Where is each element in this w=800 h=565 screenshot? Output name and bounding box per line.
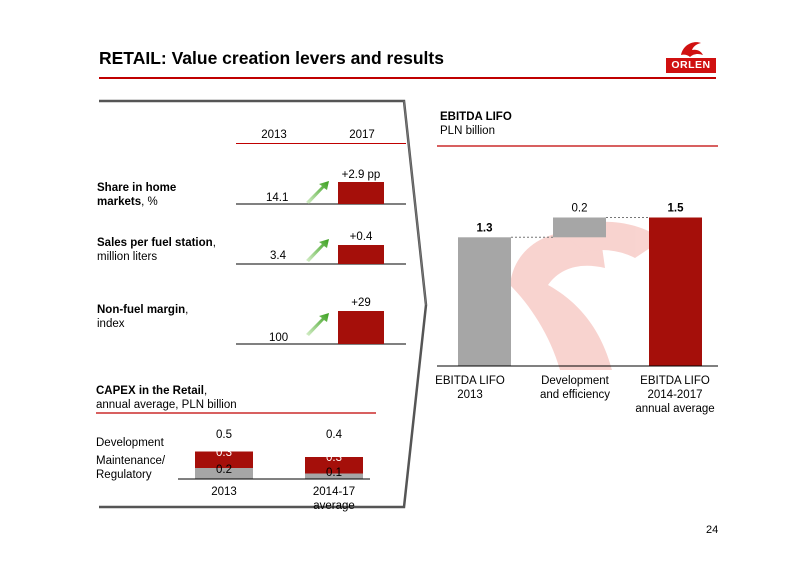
lever-row-2-base: 3.4: [270, 250, 286, 262]
ebitda-data-label: 0.2: [572, 203, 588, 215]
page-title: RETAIL: Value creation levers and result…: [99, 48, 444, 68]
ebitda-bar-2014-2017: [649, 217, 702, 366]
ebitda-cat-1: EBITDA LIFO 2013: [430, 374, 510, 402]
growth-arrow-icon: [306, 239, 329, 262]
ebitda-data-label: 1.5: [668, 203, 685, 215]
logo-text: ORLEN: [671, 59, 711, 71]
ebitda-cat-2: Development and efficiency: [530, 374, 620, 402]
page-number: 24: [706, 524, 719, 536]
capex-cat-2-line-2: average: [313, 500, 355, 512]
capex-maintenance-bar: [195, 468, 253, 479]
capex-bar-1-development: 0.3: [216, 447, 232, 459]
capex-maintenance-bar: [305, 473, 363, 479]
lever-row-3-delta: +29: [351, 297, 371, 309]
title-rule: [99, 77, 716, 79]
capex-bar-1-total: 0.5: [216, 429, 232, 441]
growth-arrow-icon: [306, 313, 329, 336]
capex-development-bar: [195, 451, 253, 468]
lever-row-2-delta: +0.4: [349, 231, 373, 243]
capex-bar-2-total: 0.4: [326, 429, 342, 441]
lever-label-bold: Share in home markets: [97, 182, 177, 208]
ebitda-bar-development: [553, 217, 606, 238]
ebitda-cat-3-line-3: annual average: [635, 403, 715, 415]
capex-legend-maintenance-2: Regulatory: [96, 469, 152, 481]
growth-arrow-icon: [306, 181, 329, 204]
year-b-header: 2017: [349, 129, 375, 141]
ebitda-bar-2013: [458, 237, 511, 366]
capex-cat-1: 2013: [211, 486, 237, 498]
ebitda-unit: PLN billion: [440, 125, 495, 137]
lever-row-3-base: 100: [269, 332, 289, 344]
ebitda-cat-2-line-1: Development: [541, 375, 609, 387]
lever-label-sub: index: [97, 318, 125, 330]
levers-header-rule: [236, 143, 406, 144]
capex-legend-development: Development: [96, 437, 164, 449]
lever-row-1-label: Share in home markets, %: [97, 181, 217, 209]
lever-row-3-label: Non-fuel margin, index: [97, 303, 217, 331]
lever-row-2-label: Sales per fuel station, million liters: [97, 236, 217, 264]
ebitda-data-label: 1.3: [477, 222, 493, 234]
lever-label-rest: ,: [185, 304, 189, 316]
lever-label-bold: Sales per fuel station: [97, 237, 213, 249]
capex-cat-2-line-1: 2014-17: [312, 486, 356, 498]
orlen-logo: ORLEN: [663, 35, 719, 75]
ebitda-cat-1-line-2: 2013: [457, 389, 483, 401]
ebitda-cat-3-line-2: 2014-2017: [647, 389, 703, 401]
lever-label-bold: Non-fuel margin: [97, 304, 186, 316]
lever-label-rest: , %: [141, 196, 158, 208]
ebitda-cat-2-line-2: and efficiency: [539, 389, 611, 401]
lever-row-2-bar: [338, 245, 384, 264]
capex-bar-2-development: 0.3: [326, 452, 342, 464]
eagle-icon: [666, 42, 716, 73]
ebitda-cat-3: EBITDA LIFO 2014-2017 annual average: [630, 374, 720, 416]
ebitda-cat-1-line-1: EBITDA LIFO: [435, 375, 505, 387]
capex-development-bar: [305, 457, 363, 474]
ebitda-title: EBITDA LIFO: [440, 111, 512, 123]
capex-legend-maintenance-1: Maintenance/: [96, 455, 166, 467]
year-a-header: 2013: [261, 129, 287, 141]
lever-row-1-bar: [338, 182, 384, 204]
lever-label-rest: ,: [212, 237, 216, 249]
capex-title-rest: ,: [204, 385, 208, 397]
capex-bar-2-maintenance: 0.1: [326, 467, 342, 479]
lever-row-1-base: 14.1: [266, 192, 289, 204]
capex-subtitle: annual average, PLN billion: [96, 399, 237, 411]
lever-label-sub: million liters: [97, 251, 158, 263]
capex-bar-1-maintenance: 0.2: [216, 464, 232, 476]
capex-title-bold: CAPEX in the Retail: [96, 385, 204, 397]
lever-row-1-delta: +2.9 pp: [341, 169, 381, 181]
capex-title: CAPEX in the Retail, annual average, PLN…: [96, 384, 376, 412]
lever-row-3-bar: [338, 311, 384, 344]
ebitda-cat-3-line-1: EBITDA LIFO: [640, 375, 710, 387]
